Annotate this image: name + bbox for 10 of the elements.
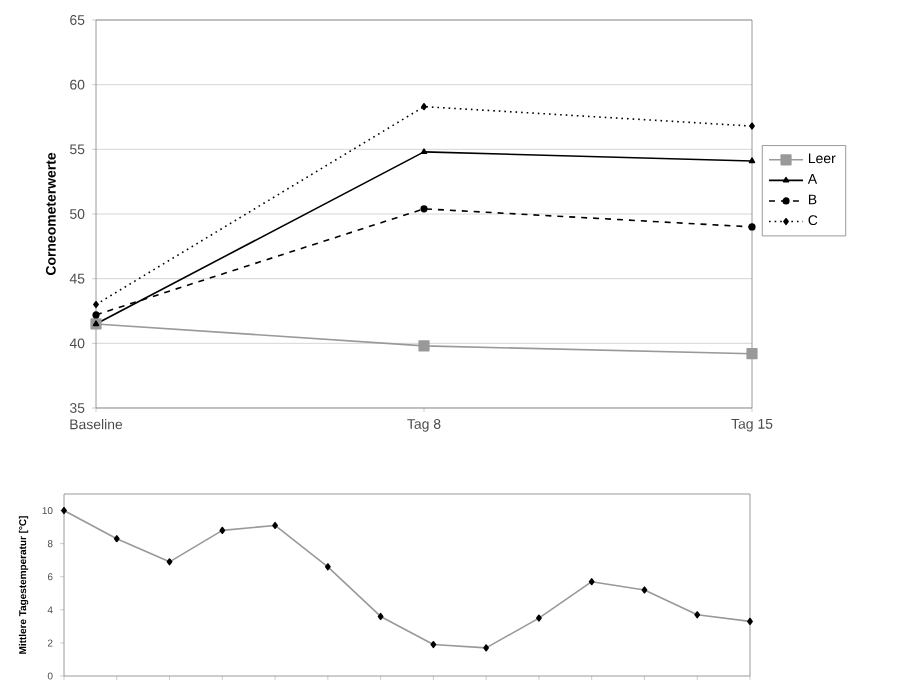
- point: [746, 348, 758, 360]
- point: [93, 300, 99, 309]
- point: [92, 311, 100, 319]
- point: [420, 148, 428, 155]
- point: [748, 157, 756, 164]
- point: [418, 340, 430, 352]
- point: [748, 223, 756, 231]
- point: [420, 205, 428, 213]
- point: [421, 103, 427, 111]
- point: [749, 122, 755, 130]
